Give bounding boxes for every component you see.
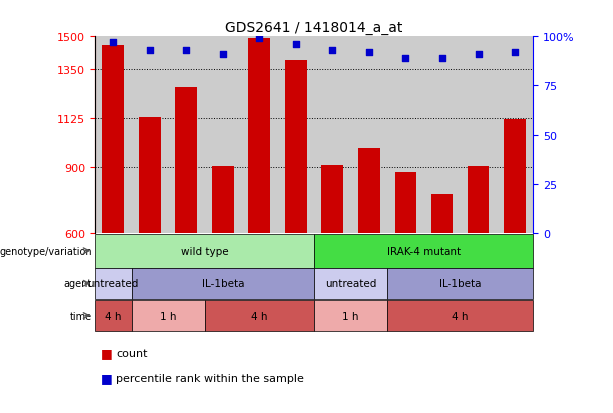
Text: time: time — [70, 311, 92, 321]
Bar — [321, 166, 343, 233]
Text: agent: agent — [64, 278, 92, 289]
Point — [254, 36, 264, 43]
Point — [510, 50, 520, 56]
Bar — [248, 39, 270, 233]
Bar — [139, 118, 161, 233]
Bar — [504, 120, 526, 233]
Bar — [102, 46, 124, 233]
Bar — [175, 87, 197, 233]
Point — [437, 55, 447, 62]
Text: 4 h: 4 h — [105, 311, 121, 321]
Title: GDS2641 / 1418014_a_at: GDS2641 / 1418014_a_at — [226, 21, 403, 35]
Point — [145, 47, 154, 54]
Text: untreated: untreated — [325, 278, 376, 289]
Point — [400, 55, 410, 62]
Text: count: count — [116, 348, 148, 358]
Text: 4 h: 4 h — [452, 311, 468, 321]
Bar — [285, 61, 307, 233]
Text: 4 h: 4 h — [251, 311, 268, 321]
Bar — [395, 172, 416, 233]
Bar — [431, 194, 453, 233]
Point — [181, 47, 191, 54]
Point — [291, 42, 301, 48]
Text: untreated: untreated — [88, 278, 139, 289]
Text: genotype/variation: genotype/variation — [0, 246, 92, 256]
Text: ■: ■ — [101, 347, 113, 360]
Text: wild type: wild type — [181, 246, 229, 256]
Text: IRAK-4 mutant: IRAK-4 mutant — [387, 246, 461, 256]
Point — [364, 50, 374, 56]
Text: IL-1beta: IL-1beta — [202, 278, 244, 289]
Bar — [468, 167, 489, 233]
Point — [327, 47, 337, 54]
Point — [474, 52, 484, 58]
Text: 1 h: 1 h — [343, 311, 359, 321]
Text: IL-1beta: IL-1beta — [439, 278, 481, 289]
Bar — [212, 167, 234, 233]
Text: percentile rank within the sample: percentile rank within the sample — [116, 373, 304, 383]
Bar — [358, 148, 380, 233]
Text: ■: ■ — [101, 371, 113, 385]
Text: 1 h: 1 h — [160, 311, 177, 321]
Point — [109, 40, 118, 46]
Point — [218, 52, 228, 58]
